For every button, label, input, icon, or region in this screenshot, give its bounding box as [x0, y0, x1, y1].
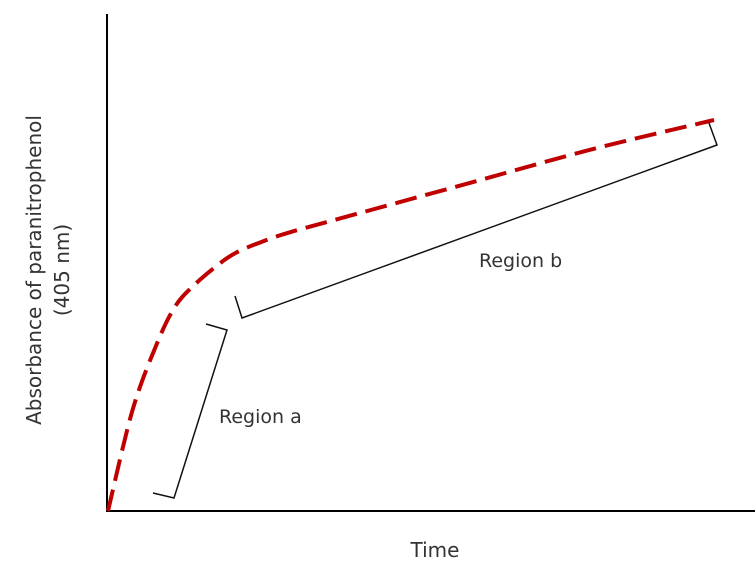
region-a-label: Region a — [219, 406, 302, 428]
region-b-label: Region b — [479, 250, 562, 272]
labels: Region a Region b Time Absorbance of par… — [22, 115, 562, 562]
bracket-region-a — [152, 323, 228, 499]
x-axis-title: Time — [410, 538, 460, 562]
axes — [106, 14, 755, 512]
series-layer — [106, 118, 715, 512]
y-axis-title-line1: Absorbance of paranitrophenol — [22, 115, 46, 425]
brackets-layer — [152, 122, 718, 499]
y-axis-title-line2: (405 nm) — [50, 224, 74, 316]
bracket-region-b — [234, 122, 718, 319]
series-line-0 — [106, 118, 715, 512]
